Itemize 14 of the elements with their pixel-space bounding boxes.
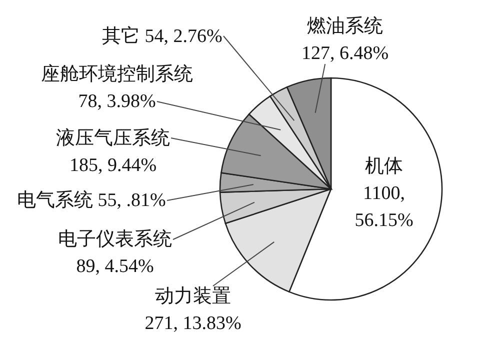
data-label: 89, 4.54% bbox=[76, 256, 154, 277]
slice-label: 动力装置 bbox=[155, 286, 231, 307]
data-label: 127, 6.48% bbox=[301, 43, 389, 64]
slice-label: 液压气压系统 bbox=[56, 127, 170, 149]
data-label: 1100, 56.15% bbox=[354, 183, 414, 231]
slice-label: 电气系统 55, .81% bbox=[17, 190, 166, 211]
slice-label: 机体 bbox=[365, 156, 403, 177]
data-label: 78, 3.98% bbox=[78, 91, 156, 112]
slice-label: 燃油系统 bbox=[307, 16, 383, 37]
slice-label: 其它 54, 2.76% bbox=[102, 25, 222, 47]
data-label: 271, 13.83% bbox=[144, 313, 242, 334]
slice-label: 电子仪表系统 bbox=[58, 229, 172, 250]
data-label: 185, 9.44% bbox=[69, 155, 157, 176]
slice-label: 座舱环境控制系统 bbox=[41, 63, 193, 85]
